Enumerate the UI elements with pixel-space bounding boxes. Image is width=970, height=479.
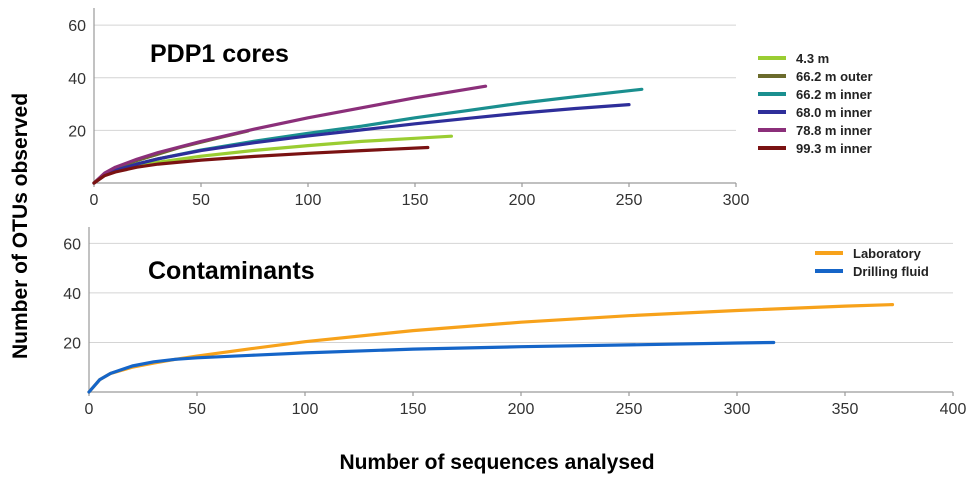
legend-label: Laboratory: [853, 246, 922, 261]
legend: Laboratory Drilling fluid: [815, 246, 929, 279]
y-tick-label: 60: [63, 236, 81, 253]
x-tick-label: 250: [616, 192, 643, 209]
x-tick-label: 250: [616, 401, 643, 418]
x-tick-label: 200: [508, 401, 535, 418]
x-tick-label: 0: [85, 401, 94, 418]
legend-label: 99.3 m inner: [796, 141, 872, 156]
x-tick-label: 50: [192, 192, 210, 209]
series-line-78-8-m-inner: [92, 84, 488, 185]
panel-pdp1-cores: 20 40 60 0 50 100 150 200 250 300 PDP1 cores 4.3 m 6…: [68, 8, 873, 209]
legend-label: Drilling fluid: [853, 264, 929, 279]
x-axis-label: Number of sequences analysed: [339, 451, 654, 474]
y-tick-label: 60: [68, 18, 86, 35]
y-axis-label: Number of OTUs observed: [9, 93, 32, 359]
x-tick-label: 300: [723, 192, 750, 209]
legend-label: 4.3 m: [796, 51, 829, 66]
x-tick-label: 100: [295, 192, 322, 209]
panel-contaminants: 20 40 60 0 50 100 150 200 250 300 350 400 Contaminan…: [63, 227, 966, 418]
x-tick-label: 100: [292, 401, 319, 418]
x-tick-label: 0: [90, 192, 99, 209]
x-tick-label: 200: [509, 192, 536, 209]
series-line-68-0-m-inner: [92, 102, 631, 185]
legend-label: 66.2 m inner: [796, 87, 872, 102]
y-tick-label: 40: [63, 286, 81, 303]
series-line-99-3-m-inner: [92, 145, 430, 185]
y-tick-label: 20: [63, 335, 81, 352]
x-tick-label: 350: [832, 401, 859, 418]
x-tick-label: 150: [402, 192, 429, 209]
series-line-4-3-m: [92, 134, 453, 185]
y-tick-label: 20: [68, 123, 86, 140]
x-tick-label: 400: [940, 401, 967, 418]
legend: 4.3 m 66.2 m outer 66.2 m inner 68.0 m inne…: [758, 51, 873, 156]
x-tick-label: 150: [400, 401, 427, 418]
x-tick-label: 50: [188, 401, 206, 418]
x-tick-label: 300: [724, 401, 751, 418]
panel-title: PDP1 cores: [150, 40, 289, 68]
panel-title: Contaminants: [148, 257, 315, 285]
series-line-66-2-m-inner: [92, 87, 644, 185]
series-line-drilling-fluid: [87, 340, 776, 394]
legend-label: 66.2 m outer: [796, 69, 873, 84]
legend-label: 68.0 m inner: [796, 105, 872, 120]
legend-label: 78.8 m inner: [796, 123, 872, 138]
y-tick-label: 40: [68, 71, 86, 88]
